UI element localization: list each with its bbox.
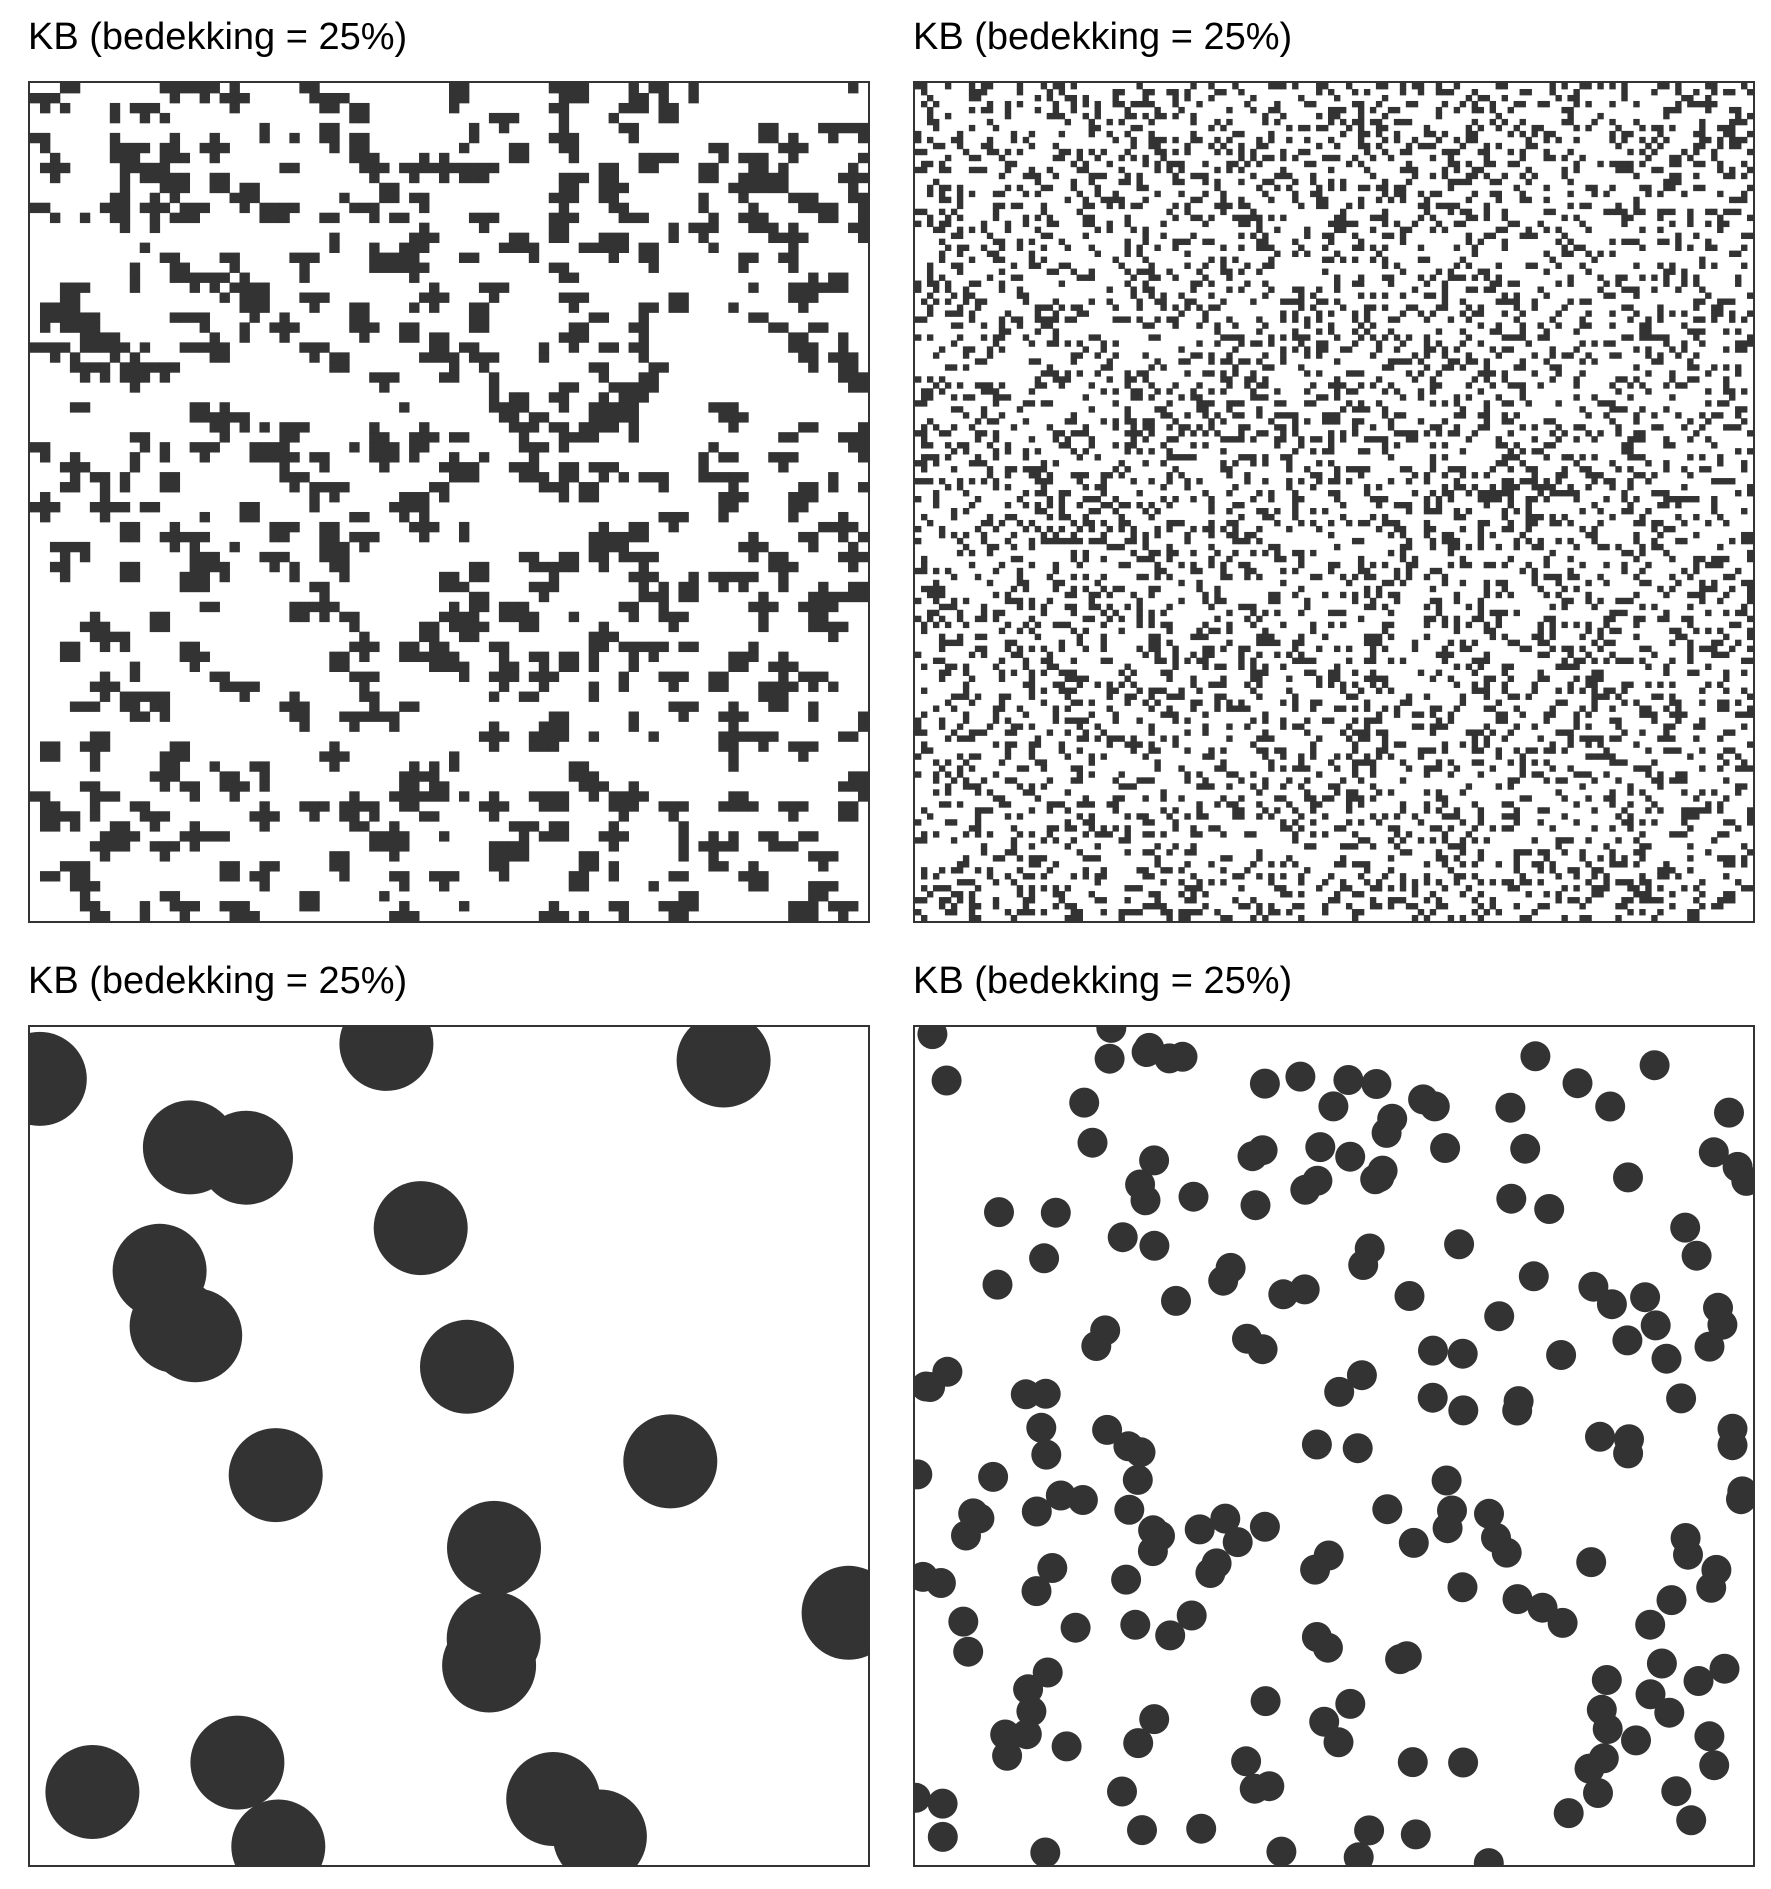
cluster-cells (30, 83, 868, 921)
panel-title: KB (bedekking = 25%) (28, 18, 407, 56)
pattern-canvas (30, 83, 868, 921)
pattern-frame (913, 81, 1755, 923)
pattern-frame (913, 1025, 1755, 1867)
pattern-frame (28, 81, 870, 923)
panel-title: KB (bedekking = 25%) (913, 962, 1292, 1000)
panel-title: KB (bedekking = 25%) (28, 962, 407, 1000)
pattern-frame (28, 1025, 870, 1867)
pattern-canvas (30, 1027, 868, 1865)
panel-title: KB (bedekking = 25%) (913, 18, 1292, 56)
noise-cells (915, 83, 1753, 921)
pattern-canvas (915, 1027, 1753, 1865)
small-discs (915, 1027, 1753, 1865)
pattern-canvas (915, 83, 1753, 921)
large-discs (30, 1027, 868, 1865)
